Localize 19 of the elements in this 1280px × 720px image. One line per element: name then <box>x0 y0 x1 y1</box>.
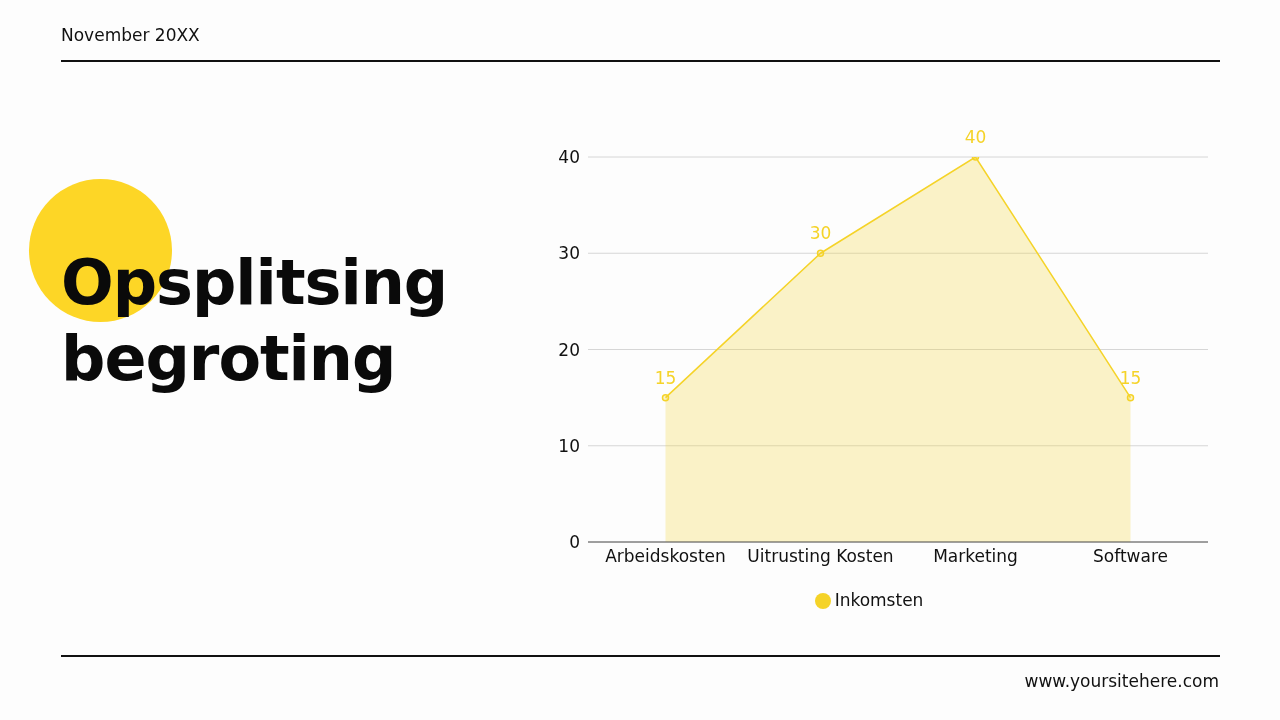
x-tick-label: Software <box>1093 546 1168 567</box>
text: www.yoursitehere.com <box>1024 671 1219 691</box>
legend-label: Inkomsten <box>834 590 924 610</box>
y-tick-label: 0 <box>569 532 580 553</box>
y-tick-label: 40 <box>558 147 580 168</box>
data-label: 15 <box>654 367 677 388</box>
point <box>816 249 825 257</box>
x-tick-label: Marketing <box>933 546 1018 567</box>
x-tick-label: Arbeidskosten <box>605 546 726 567</box>
data-label: 15 <box>1119 367 1142 388</box>
data-label: 30 <box>809 223 832 244</box>
y-tick-label: 30 <box>558 243 580 264</box>
text: November 20XX <box>61 25 200 45</box>
x-tick-label: Uitrusting Kosten <box>747 546 894 567</box>
y-tick-label: 20 <box>558 339 580 360</box>
y-tick-label: 10 <box>558 435 580 456</box>
point <box>1126 393 1135 402</box>
data-label: 40 <box>964 127 987 147</box>
point <box>661 393 670 402</box>
